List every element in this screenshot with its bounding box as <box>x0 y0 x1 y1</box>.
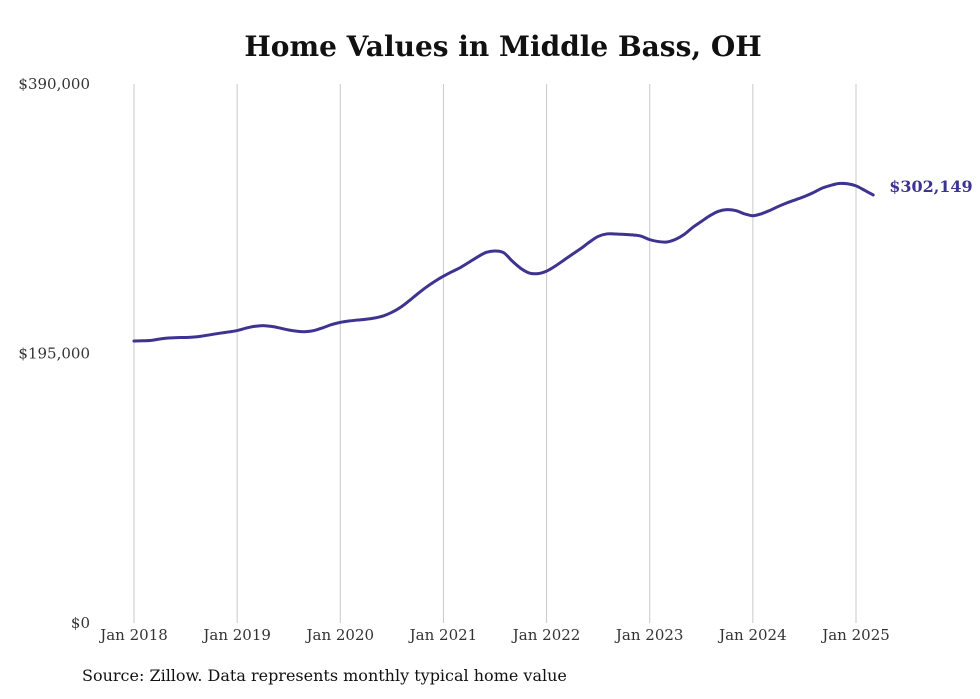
x-tick-label: Jan 2025 <box>820 626 890 644</box>
chart-title: Home Values in Middle Bass, OH <box>244 30 762 63</box>
end-value-layer: $302,149 <box>889 177 973 196</box>
y-tick-label: $390,000 <box>18 75 90 93</box>
series-line <box>132 181 875 343</box>
x-tick-label: Jan 2022 <box>511 626 581 644</box>
x-axis-ticks: Jan 2018 Jan 2019 Jan 2020 Jan 2021 Jan 2022… <box>98 626 890 644</box>
x-tick-label: Jan 2019 <box>201 626 271 644</box>
end-value-label: $302,149 <box>889 177 973 196</box>
gridlines <box>133 84 857 623</box>
y-tick-label: $0 <box>71 614 90 632</box>
x-tick-label: Jan 2023 <box>614 626 684 644</box>
y-axis-ticks: $0 $195,000 $390,000 <box>18 75 90 632</box>
x-tick-label: Jan 2024 <box>717 626 787 644</box>
y-tick-label: $195,000 <box>18 345 90 363</box>
x-tick-label: Jan 2020 <box>305 626 375 644</box>
x-tick-label: Jan 2021 <box>408 626 478 644</box>
x-tick-label: Jan 2018 <box>98 626 168 644</box>
source-note: Source: Zillow. Data represents monthly … <box>82 666 567 685</box>
series-layer <box>132 181 875 343</box>
